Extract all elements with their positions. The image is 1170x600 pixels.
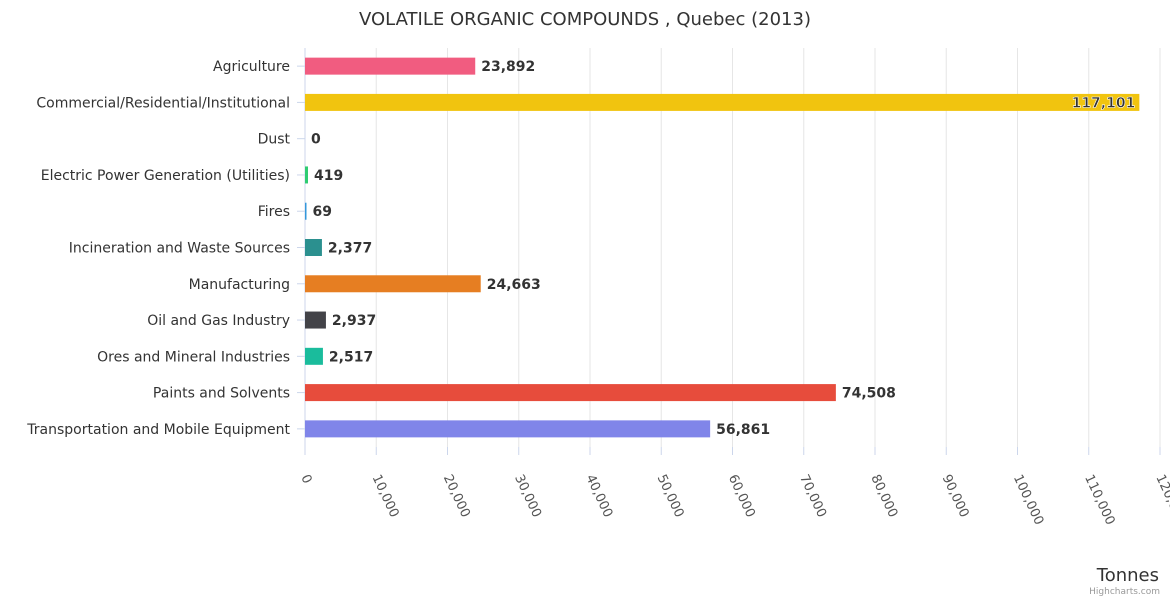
- category-label: Transportation and Mobile Equipment: [26, 422, 290, 438]
- x-tick-label: 100,000: [1010, 472, 1046, 527]
- category-label: Fires: [258, 204, 290, 220]
- credits-link[interactable]: Highcharts.com: [1089, 587, 1160, 597]
- category-label: Dust: [258, 132, 291, 148]
- category-label: Manufacturing: [189, 277, 290, 293]
- bar[interactable]: [305, 311, 326, 329]
- bar[interactable]: [305, 93, 1140, 111]
- x-tick-label: 90,000: [939, 472, 972, 520]
- category-label: Paints and Solvents: [153, 386, 290, 402]
- value-label: 2,517: [329, 349, 373, 365]
- bar[interactable]: [305, 202, 307, 220]
- x-tick-label: 20,000: [440, 472, 473, 520]
- category-label: Oil and Gas Industry: [147, 313, 290, 329]
- bar[interactable]: [305, 275, 481, 293]
- x-tick-label: 40,000: [582, 472, 615, 520]
- category-label: Incineration and Waste Sources: [69, 241, 290, 257]
- bar[interactable]: [305, 347, 323, 365]
- category-label: Electric Power Generation (Utilities): [41, 168, 290, 184]
- category-label: Ores and Mineral Industries: [97, 349, 290, 365]
- value-label: 0: [311, 132, 321, 148]
- x-tick-label: 60,000: [725, 472, 758, 520]
- x-tick-label: 10,000: [369, 472, 402, 520]
- x-tick-label: 70,000: [796, 472, 829, 520]
- value-labels: 23,892 117,101 0 419 69 2,377 24,663 2,937 2,517…: [311, 59, 1136, 438]
- bars: [305, 57, 1140, 438]
- bar[interactable]: [305, 420, 711, 438]
- x-tick-label: 30,000: [511, 472, 544, 520]
- x-tick-label: 120,000: [1152, 472, 1170, 527]
- category-label: Commercial/Residential/Institutional: [36, 95, 290, 111]
- bar[interactable]: [305, 239, 322, 256]
- x-axis-ticks: 0 10,000 20,000 30,000 40,000 50,000 60,000 70,…: [297, 447, 1170, 527]
- value-label: 56,861: [716, 422, 770, 438]
- value-label: 23,892: [481, 59, 535, 75]
- bar[interactable]: [305, 166, 308, 184]
- chart-title: VOLATILE ORGANIC COMPOUNDS , Quebec (201…: [359, 9, 811, 30]
- x-tick-label: 80,000: [867, 472, 900, 520]
- x-tick-label: 110,000: [1081, 472, 1117, 527]
- x-tick-label: 0: [297, 472, 314, 486]
- value-label: 2,377: [328, 241, 372, 257]
- category-labels: Agriculture Commercial/Residential/Instit…: [26, 59, 305, 438]
- value-label: 419: [314, 168, 343, 184]
- value-label: 2,937: [332, 313, 376, 329]
- bar[interactable]: [305, 57, 476, 75]
- category-label: Agriculture: [213, 59, 290, 75]
- value-label: 74,508: [842, 386, 896, 402]
- x-tick-label: 50,000: [654, 472, 687, 520]
- bar[interactable]: [305, 384, 836, 402]
- value-label: 24,663: [487, 277, 541, 293]
- value-label: 117,101: [1072, 95, 1136, 111]
- x-axis-title: Tonnes: [1096, 565, 1159, 586]
- value-label: 69: [313, 204, 332, 220]
